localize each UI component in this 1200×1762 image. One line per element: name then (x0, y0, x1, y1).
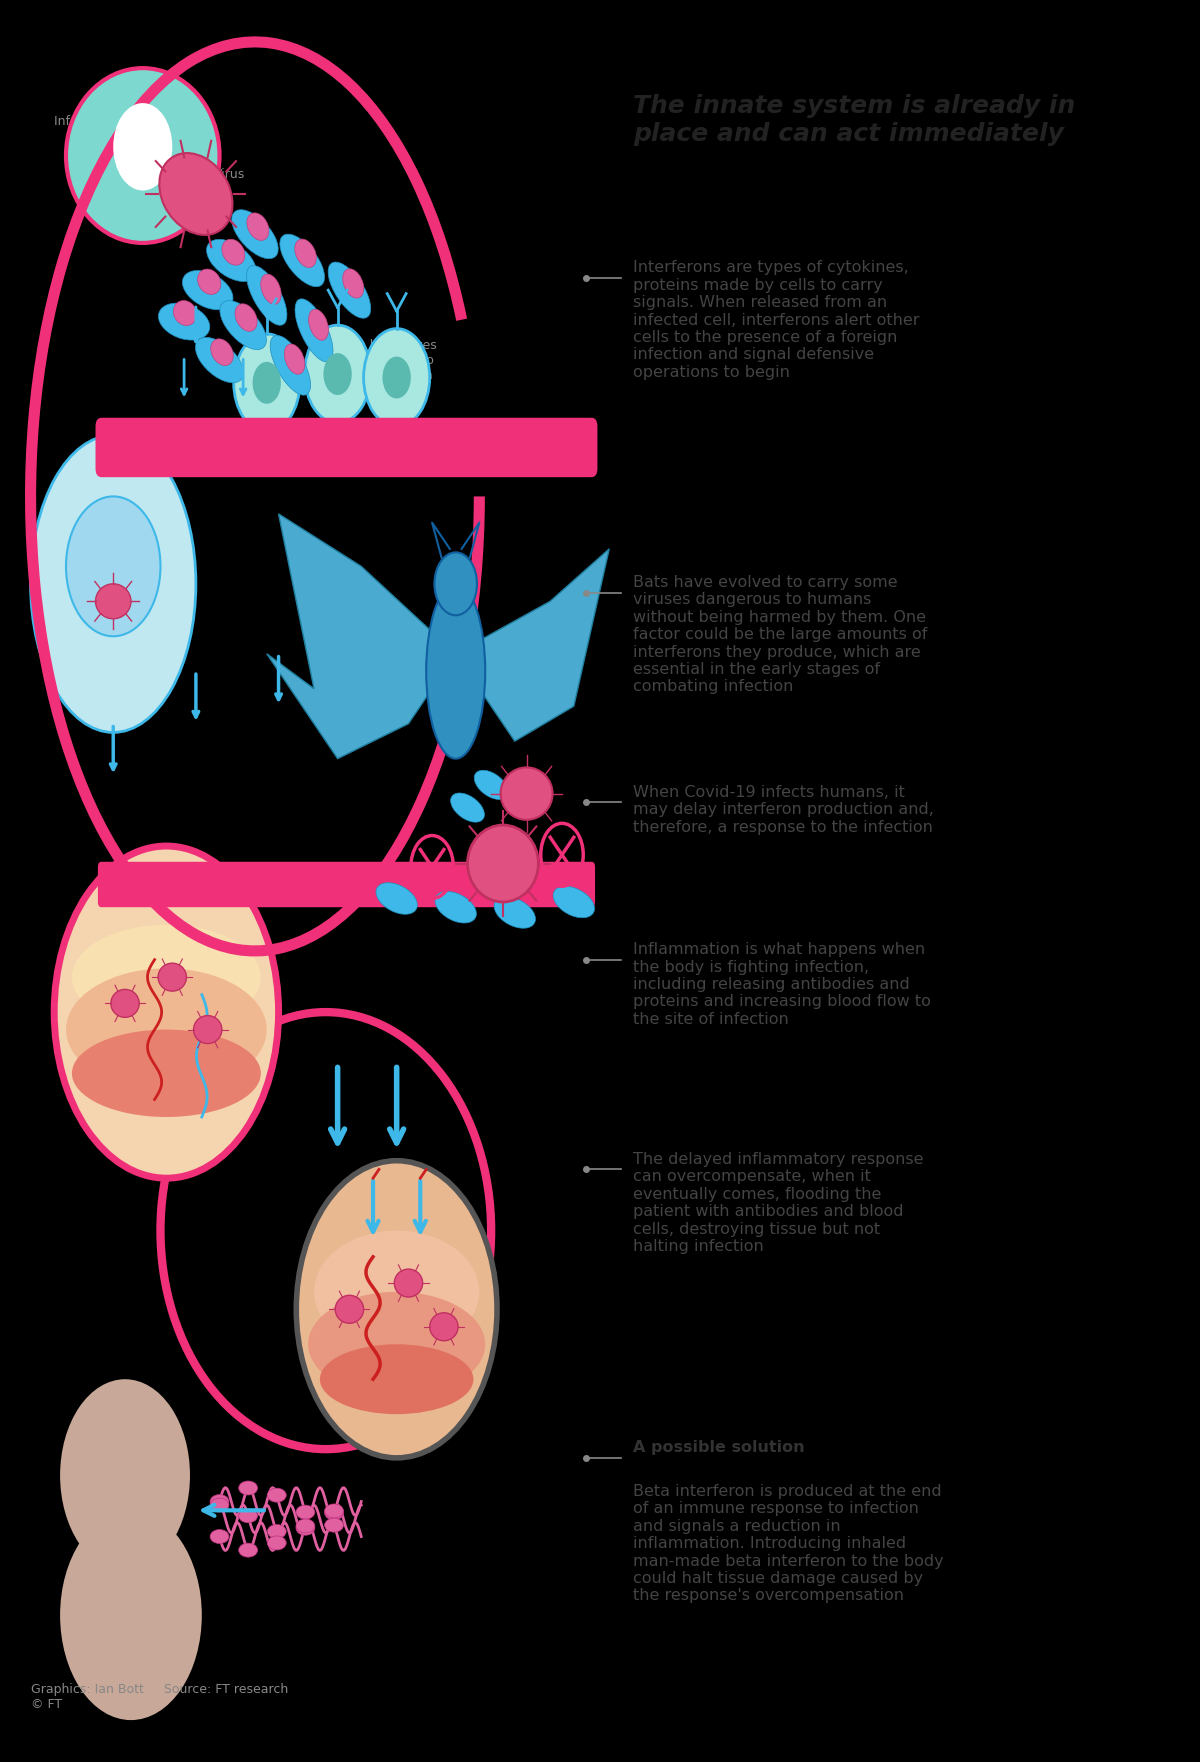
Circle shape (113, 104, 173, 190)
Text: Bats have evolved to carry some
viruses dangerous to humans
without being harmed: Bats have evolved to carry some viruses … (632, 574, 928, 694)
Ellipse shape (66, 969, 266, 1091)
Ellipse shape (324, 1507, 343, 1521)
Ellipse shape (30, 435, 196, 733)
Ellipse shape (196, 337, 244, 382)
Ellipse shape (280, 234, 324, 287)
Ellipse shape (160, 153, 233, 234)
Circle shape (324, 352, 352, 395)
Text: A possible solution: A possible solution (632, 1440, 804, 1455)
Ellipse shape (295, 240, 317, 268)
Ellipse shape (182, 271, 233, 310)
Ellipse shape (96, 583, 131, 618)
Ellipse shape (232, 210, 278, 259)
Text: Infected cell: Infected cell (54, 115, 131, 129)
Ellipse shape (211, 338, 233, 365)
Text: Inflammation is what happens when
the body is fighting infection,
including rele: Inflammation is what happens when the bo… (632, 943, 931, 1027)
Text: Innate leukocytes
Cells designed to
counter infection: Innate leukocytes Cells designed to coun… (326, 338, 437, 382)
Ellipse shape (239, 1544, 258, 1558)
Circle shape (60, 1380, 190, 1572)
Ellipse shape (246, 266, 287, 326)
Ellipse shape (60, 1510, 202, 1720)
Text: Beta interferon is produced at the end
of an immune response to infection
and si: Beta interferon is produced at the end o… (632, 1484, 943, 1603)
Ellipse shape (296, 1521, 314, 1535)
Ellipse shape (239, 1508, 258, 1522)
Text: The delayed inflammatory response
can overcompensate, when it
eventually comes, : The delayed inflammatory response can ov… (632, 1152, 923, 1255)
Ellipse shape (436, 892, 476, 923)
Ellipse shape (284, 344, 305, 374)
Ellipse shape (210, 1498, 229, 1512)
Ellipse shape (296, 1519, 314, 1533)
Ellipse shape (328, 263, 371, 319)
Polygon shape (456, 548, 610, 742)
Circle shape (54, 846, 278, 1179)
Text: Graphics: Ian Bott     Source: FT research
© FT: Graphics: Ian Bott Source: FT research ©… (30, 1683, 288, 1711)
Circle shape (296, 1161, 497, 1457)
Circle shape (66, 497, 161, 636)
Ellipse shape (72, 1029, 260, 1117)
Ellipse shape (260, 275, 281, 305)
Circle shape (383, 356, 410, 398)
Ellipse shape (110, 990, 139, 1017)
Ellipse shape (210, 1529, 229, 1544)
FancyBboxPatch shape (98, 862, 595, 907)
Ellipse shape (210, 1494, 229, 1508)
Ellipse shape (343, 270, 364, 298)
Text: The innate system is already in
place and can act immediately: The innate system is already in place an… (632, 95, 1075, 146)
Ellipse shape (158, 303, 210, 340)
Ellipse shape (247, 213, 269, 240)
Ellipse shape (66, 69, 220, 243)
Text: Virus: Virus (214, 167, 245, 181)
Ellipse shape (72, 925, 260, 1029)
Ellipse shape (268, 1524, 287, 1538)
Ellipse shape (206, 240, 256, 282)
Ellipse shape (553, 886, 594, 918)
Ellipse shape (474, 770, 508, 800)
Ellipse shape (426, 583, 485, 759)
Ellipse shape (296, 1505, 314, 1519)
Ellipse shape (173, 301, 197, 326)
Ellipse shape (376, 883, 418, 914)
Ellipse shape (395, 1269, 422, 1297)
Circle shape (234, 333, 300, 432)
Circle shape (364, 328, 430, 426)
Ellipse shape (268, 1536, 287, 1551)
Ellipse shape (451, 793, 485, 823)
Ellipse shape (510, 782, 544, 812)
Text: When Covid-19 infects humans, it
may delay interferon production and,
therefore,: When Covid-19 infects humans, it may del… (632, 784, 934, 835)
Ellipse shape (198, 270, 221, 294)
Ellipse shape (158, 964, 186, 992)
Circle shape (305, 326, 371, 423)
Ellipse shape (320, 1344, 474, 1415)
Ellipse shape (239, 1482, 258, 1494)
Ellipse shape (335, 1295, 364, 1323)
Ellipse shape (295, 300, 332, 361)
Ellipse shape (324, 1505, 343, 1517)
Ellipse shape (308, 308, 329, 340)
FancyBboxPatch shape (96, 418, 598, 478)
Ellipse shape (235, 303, 257, 331)
Ellipse shape (222, 240, 245, 264)
Ellipse shape (324, 1519, 343, 1533)
Ellipse shape (193, 1015, 222, 1043)
Text: Interferons are types of cytokines,
proteins made by cells to carry
signals. Whe: Interferons are types of cytokines, prot… (632, 261, 919, 381)
Ellipse shape (494, 897, 535, 929)
Ellipse shape (268, 1489, 287, 1503)
Polygon shape (266, 515, 456, 759)
Ellipse shape (468, 825, 539, 902)
Ellipse shape (314, 1230, 479, 1353)
Ellipse shape (430, 1313, 458, 1341)
Ellipse shape (308, 1292, 485, 1397)
Ellipse shape (270, 335, 311, 395)
Ellipse shape (500, 768, 552, 819)
Circle shape (252, 361, 281, 403)
Ellipse shape (220, 301, 266, 349)
Circle shape (434, 552, 476, 615)
